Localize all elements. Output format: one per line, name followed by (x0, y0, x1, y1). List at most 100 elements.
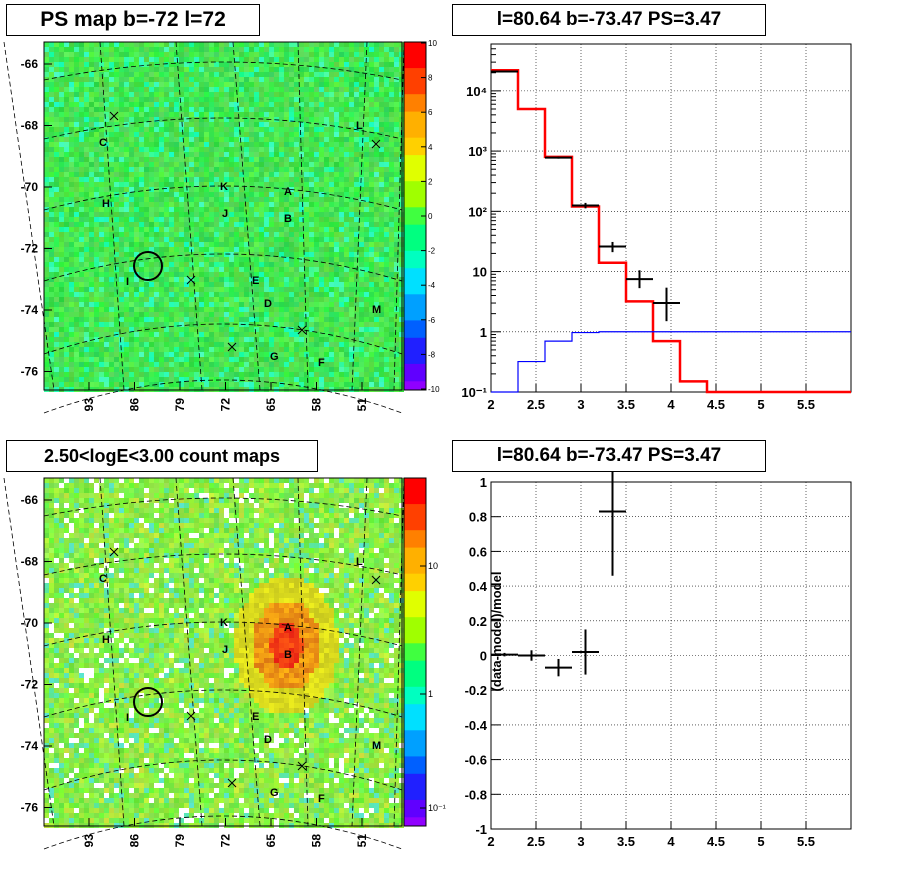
y-tick-label: 0.4 (469, 579, 488, 594)
map-label-g: G (270, 351, 279, 363)
colorbar-tick-label: 10 (428, 39, 437, 48)
x-tick-label: 4.5 (707, 834, 725, 849)
source-marker (371, 139, 381, 149)
source-marker (227, 342, 237, 352)
source-marker (109, 111, 119, 121)
y-tick-label: 10⁻¹ (461, 385, 487, 400)
colorbar-tick-label: 2 (428, 177, 433, 186)
y-tick-label: 0.2 (469, 614, 487, 629)
y-tick-label: 0.8 (469, 510, 487, 525)
x-tick-label: 4 (667, 397, 675, 412)
y-tick-label: -68 (21, 119, 39, 133)
map-label-c: C (99, 137, 107, 149)
map-label-m: M (372, 740, 381, 752)
map-label-a: A (284, 622, 292, 634)
map-label-e: E (252, 711, 259, 723)
y-tick-label: -70 (21, 180, 39, 194)
x-tick-label: 79 (173, 834, 187, 848)
spectrum-title: l=80.64 b=-73.47 PS=3.47 (452, 4, 766, 36)
coordinate-grid (3, 477, 405, 850)
x-tick-label: 93 (82, 834, 96, 848)
map-label-j: J (222, 208, 228, 220)
x-tick-label: 72 (219, 398, 233, 412)
map-label-b: B (284, 649, 292, 661)
map-label-b: B (284, 213, 292, 225)
x-tick-label: 93 (82, 398, 96, 412)
colorbar (403, 477, 427, 827)
source-marker (371, 575, 381, 585)
colorbar-tick-label: -2 (428, 247, 436, 256)
y-tick-label: 10⁴ (466, 84, 487, 99)
colorbar (403, 41, 427, 391)
y-tick-label: -0.8 (465, 787, 487, 802)
map-label-j: J (222, 644, 228, 656)
colorbar-tick-label: 4 (428, 143, 433, 152)
y-tick-label: 10² (468, 204, 487, 219)
source-marker (186, 711, 196, 721)
colorbar-tick-label: 10⁻¹ (428, 803, 446, 813)
x-tick-label: 4 (667, 834, 675, 849)
map-frame (43, 41, 403, 391)
x-tick-label: 3 (577, 397, 584, 412)
y-tick-label: -68 (21, 555, 39, 569)
x-tick-label: 65 (264, 834, 278, 848)
y-tick-label: -72 (21, 678, 39, 692)
grid (490, 44, 851, 393)
y-tick-label: -72 (21, 242, 39, 256)
residual-title: l=80.64 b=-73.47 PS=3.47 (452, 440, 766, 472)
source-marker (186, 275, 196, 285)
colorbar-tick-label: -8 (428, 350, 436, 359)
map-label-d: D (264, 298, 272, 310)
y-tick-label: 0.6 (469, 544, 487, 559)
x-tick-label: 51 (355, 398, 369, 412)
map-label-l: L (356, 120, 363, 132)
x-tick-label: 72 (219, 834, 233, 848)
y-tick-label: 10³ (468, 144, 487, 159)
y-tick-label: -66 (21, 493, 39, 507)
spectrum-chart: 2 2.5 3 3.5 4 4.5 5 5.5 10⁻¹ 1 10 10² 10³ 10⁴ (461, 43, 852, 412)
x-tick-label: 58 (310, 834, 324, 848)
map-frame (43, 477, 403, 827)
map-label-f: F (318, 357, 325, 369)
map-label-d: D (264, 734, 272, 746)
source-marker (297, 325, 307, 335)
x-tick-label: 5.5 (797, 834, 815, 849)
map-label-h: H (102, 634, 110, 646)
target-circle (133, 251, 163, 281)
source-marker (227, 778, 237, 788)
x-tick-label: 3.5 (617, 397, 635, 412)
y-tick-label: -0.6 (465, 753, 487, 768)
x-tick-label: 58 (310, 398, 324, 412)
y-tick-label: -66 (21, 57, 39, 71)
x-tick-label: 2 (487, 397, 494, 412)
x-tick-label: 2 (487, 834, 494, 849)
colorbar-tick-label: 0 (428, 212, 433, 221)
x-tick-label: 86 (128, 398, 142, 412)
colorbar-tick-label: -4 (428, 281, 436, 290)
x-tick-label: 5 (757, 834, 764, 849)
coordinate-grid (3, 41, 405, 414)
x-tick-label: 4.5 (707, 397, 725, 412)
x-tick-label: 51 (355, 834, 369, 848)
y-tick-label: -70 (21, 616, 39, 630)
colorbar-tick-label: -6 (428, 316, 436, 325)
y-tick-label: 1 (480, 325, 487, 340)
colorbar-tick-label: 10 (428, 561, 438, 571)
map-label-f: F (318, 793, 325, 805)
y-tick-label: -1 (475, 822, 487, 837)
x-tick-label: 86 (128, 834, 142, 848)
residual-chart: 2 2.5 3 3.5 4 4.5 5 5.5 -1 -0.8 -0.6 -0.4 -0.2 0 0.2 0.… (465, 472, 852, 849)
x-tick-label: 65 (264, 398, 278, 412)
map-label-k: K (220, 181, 228, 193)
source-marker (297, 761, 307, 771)
y-tick-label: -0.4 (465, 718, 488, 733)
x-tick-label: 79 (173, 398, 187, 412)
count-map-panel: C H K J A B ED L M G F I -66 -68 -70 -72 -74 -76 93 86 79 72 6… (3, 477, 446, 850)
colorbar-tick-label: 1 (428, 689, 433, 699)
y-tick-label: -74 (21, 739, 39, 753)
target-circle (133, 687, 163, 717)
x-tick-label: 3.5 (617, 834, 635, 849)
map-label-l: L (356, 556, 363, 568)
y-tick-label: -76 (21, 801, 39, 815)
